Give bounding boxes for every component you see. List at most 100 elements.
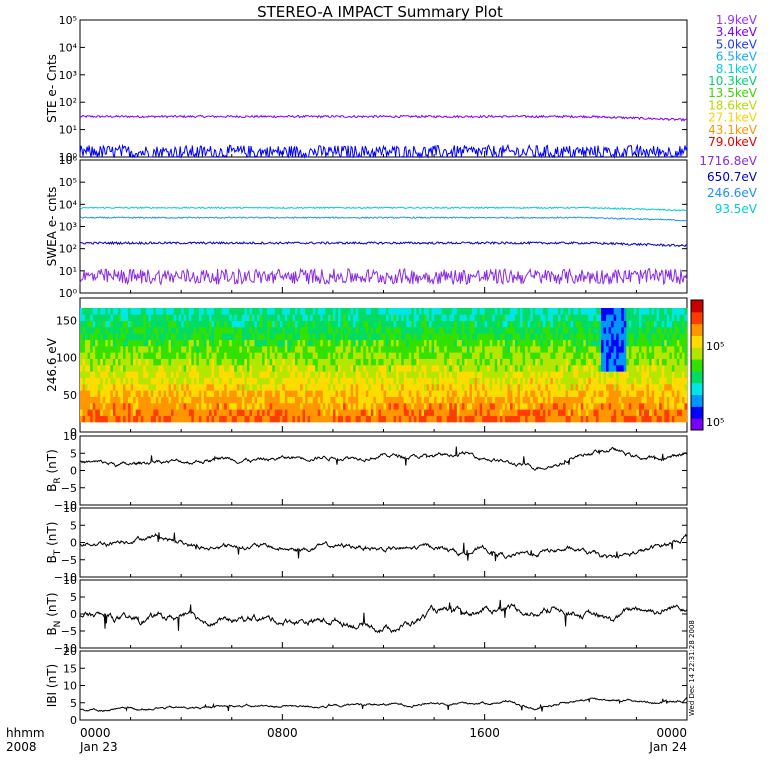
heatmap-cell bbox=[216, 308, 220, 315]
heatmap-cell bbox=[580, 358, 584, 366]
heatmap-cell bbox=[446, 339, 450, 347]
heatmap-cell bbox=[249, 314, 253, 321]
heatmap-cell bbox=[360, 403, 364, 410]
heatmap-cell bbox=[499, 390, 503, 397]
heatmap-cell bbox=[565, 314, 569, 321]
heatmap-cell bbox=[545, 358, 549, 366]
heatmap-cell bbox=[532, 409, 536, 416]
heatmap-cell bbox=[525, 365, 528, 372]
heatmap-cell bbox=[593, 371, 597, 378]
heatmap-cell bbox=[388, 390, 392, 397]
heatmap-cell bbox=[611, 346, 614, 353]
heatmap-cell bbox=[628, 384, 632, 391]
heatmap-cell bbox=[631, 365, 635, 372]
heatmap-cell bbox=[282, 403, 286, 410]
heatmap-cell bbox=[656, 396, 660, 404]
heatmap-cell bbox=[588, 346, 592, 353]
heatmap-cell bbox=[456, 358, 460, 366]
heatmap-cell bbox=[401, 365, 405, 372]
heatmap-cell bbox=[461, 396, 465, 404]
heatmap-cell bbox=[418, 403, 422, 410]
heatmap-cell bbox=[391, 327, 394, 334]
heatmap-cell bbox=[155, 320, 159, 328]
heatmap-cell bbox=[669, 320, 673, 328]
heatmap-cell bbox=[416, 308, 420, 315]
heatmap-cell bbox=[107, 339, 111, 347]
heatmap-cell bbox=[138, 365, 141, 372]
heatmap-cell bbox=[545, 390, 549, 397]
heatmap-cell bbox=[193, 371, 197, 378]
heatmap-cell bbox=[659, 365, 663, 372]
heatmap-cell bbox=[416, 327, 420, 334]
heatmap-cell bbox=[102, 352, 106, 359]
heatmap-cell bbox=[148, 390, 152, 397]
heatmap-cell bbox=[115, 333, 119, 340]
heatmap-cell bbox=[183, 358, 187, 366]
heatmap-cell bbox=[332, 352, 336, 359]
heatmap-cell bbox=[264, 327, 268, 334]
heatmap-cell bbox=[325, 371, 329, 378]
heatmap-cell bbox=[423, 333, 427, 340]
heatmap-cell bbox=[343, 409, 346, 416]
heatmap-cell bbox=[684, 415, 688, 423]
heatmap-cell bbox=[403, 346, 407, 353]
heatmap-cell bbox=[350, 352, 354, 359]
heatmap-cell bbox=[158, 403, 162, 410]
heatmap-cell bbox=[499, 415, 503, 423]
heatmap-cell bbox=[312, 333, 316, 340]
heatmap-cell bbox=[219, 377, 222, 385]
heatmap-cell bbox=[150, 371, 154, 378]
heatmap-cell bbox=[133, 314, 136, 321]
heatmap-cell bbox=[171, 358, 174, 366]
heatmap-cell bbox=[193, 358, 197, 366]
heatmap-cell bbox=[353, 403, 356, 410]
heatmap-cell bbox=[679, 308, 683, 315]
y-tick-label: 10² bbox=[59, 243, 77, 256]
heatmap-cell bbox=[251, 320, 255, 328]
heatmap-cell bbox=[621, 390, 625, 397]
heatmap-cell bbox=[173, 308, 177, 315]
heatmap-cell bbox=[165, 352, 169, 359]
heatmap-cell bbox=[236, 339, 240, 347]
heatmap-cell bbox=[373, 339, 377, 347]
heatmap-cell bbox=[590, 409, 594, 416]
heatmap-cell bbox=[439, 390, 442, 397]
heatmap-cell bbox=[456, 403, 460, 410]
heatmap-cell bbox=[168, 377, 172, 385]
heatmap-cell bbox=[117, 409, 121, 416]
heatmap-cell bbox=[320, 308, 324, 315]
heatmap-cell bbox=[386, 314, 389, 321]
heatmap-cell bbox=[621, 352, 625, 359]
heatmap-cell bbox=[570, 365, 574, 372]
heatmap-cell bbox=[542, 384, 546, 391]
heatmap-cell bbox=[115, 377, 119, 385]
heatmap-cell bbox=[494, 358, 498, 366]
heatmap-cell bbox=[224, 327, 227, 334]
heatmap-cell bbox=[502, 314, 506, 321]
heatmap-cell bbox=[590, 339, 594, 347]
heatmap-cell bbox=[355, 352, 359, 359]
heatmap-cell bbox=[611, 377, 614, 385]
heatmap-cell bbox=[95, 308, 98, 315]
heatmap-cell bbox=[345, 352, 349, 359]
heatmap-cell bbox=[294, 346, 298, 353]
heatmap-cell bbox=[502, 390, 506, 397]
heatmap-cell bbox=[649, 365, 652, 372]
heatmap-cell bbox=[155, 415, 159, 423]
heatmap-cell bbox=[365, 390, 369, 397]
heatmap-cell bbox=[135, 365, 139, 372]
heatmap-cell bbox=[102, 320, 106, 328]
heatmap-cell bbox=[613, 327, 617, 334]
heatmap-cell bbox=[492, 415, 496, 423]
heatmap-cell bbox=[345, 384, 349, 391]
heatmap-cell bbox=[284, 320, 288, 328]
heatmap-cell bbox=[163, 320, 167, 328]
heatmap-cell bbox=[540, 409, 544, 416]
heatmap-cell bbox=[130, 371, 134, 378]
heatmap-cell bbox=[340, 390, 344, 397]
heatmap-cell bbox=[246, 346, 250, 353]
heatmap-cell bbox=[90, 308, 93, 315]
heatmap-cell bbox=[365, 333, 369, 340]
heatmap-cell bbox=[125, 358, 129, 366]
heatmap-cell bbox=[90, 320, 93, 328]
